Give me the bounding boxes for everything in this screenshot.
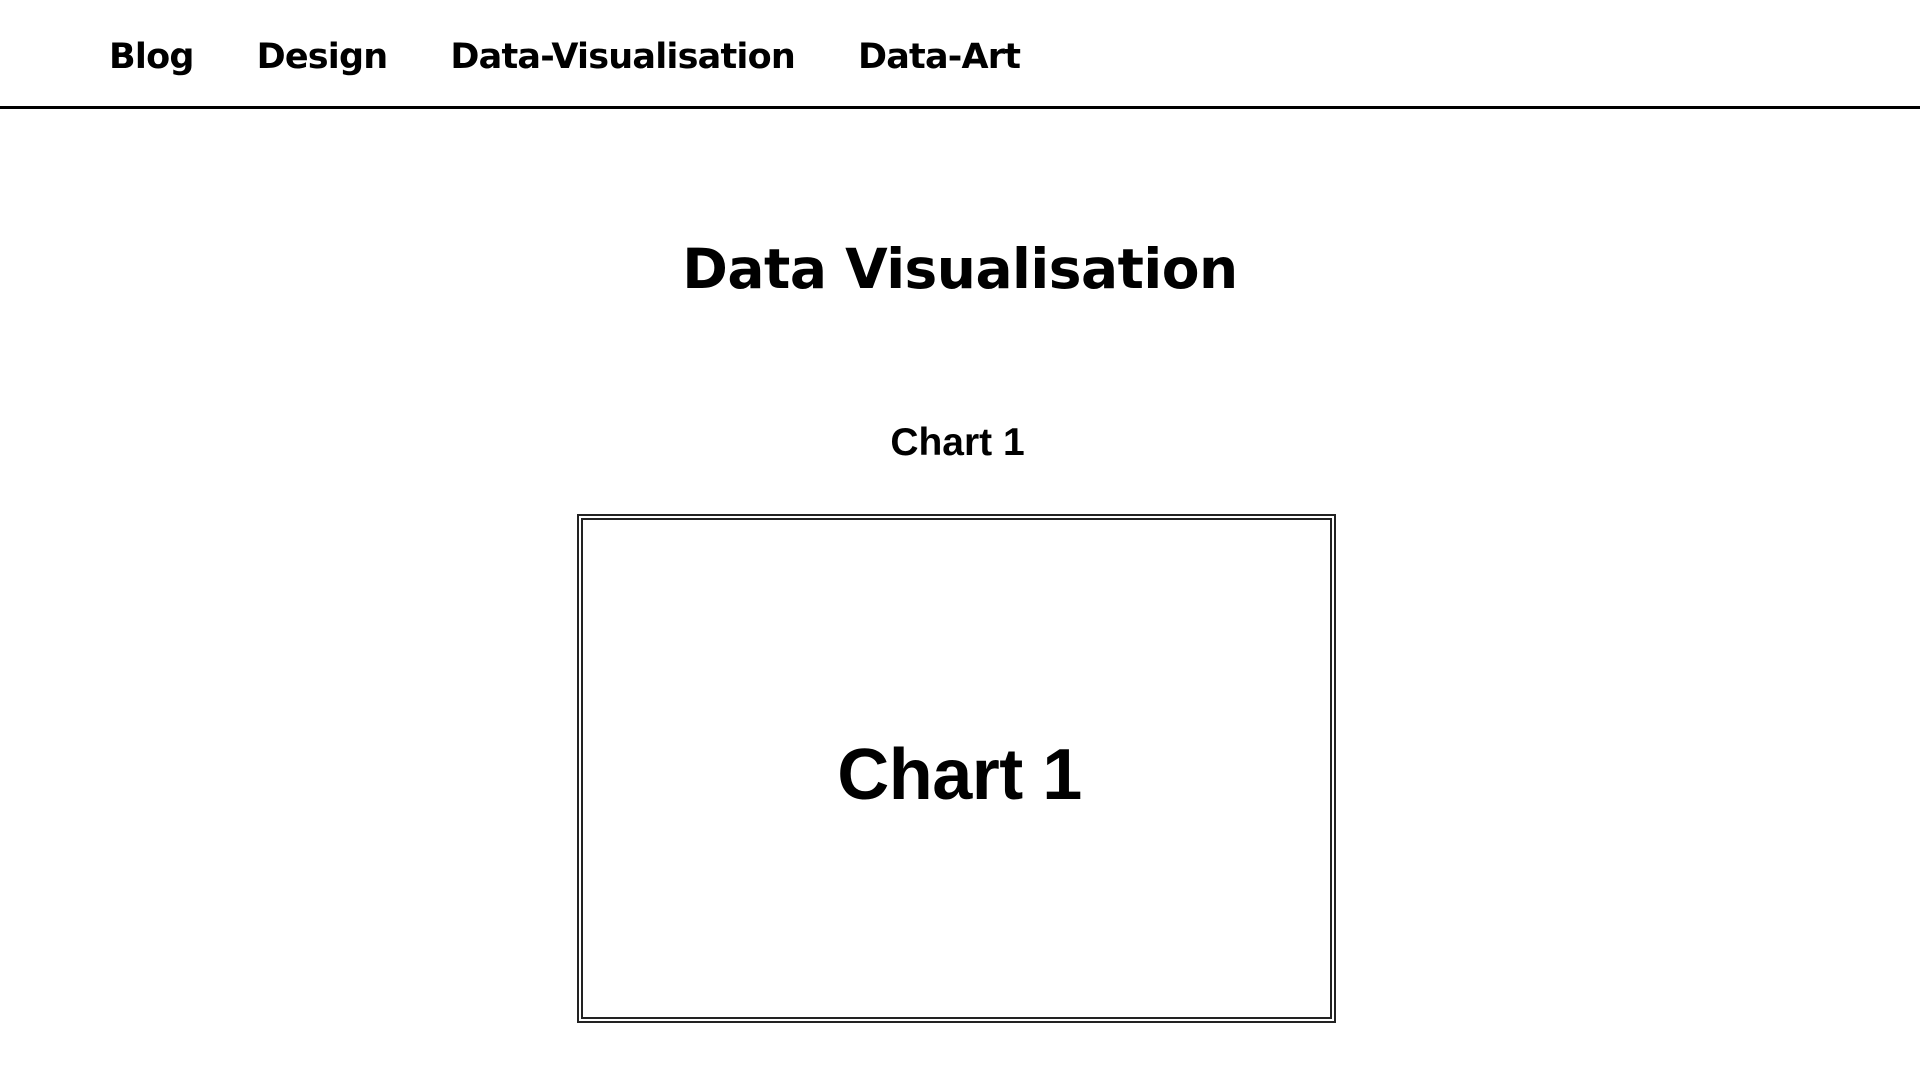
nav-link-blog[interactable]: Blog (109, 37, 194, 77)
nav-link-data-visualisation[interactable]: Data-Visualisation (450, 37, 795, 77)
nav-menu: Blog Design Data-Visualisation Data-Art (109, 34, 1083, 80)
nav-link-design[interactable]: Design (256, 37, 389, 77)
page-title: Data Visualisation (682, 237, 1238, 301)
chart-placeholder-label: Chart 1 (837, 734, 1082, 815)
nav-link-data-art[interactable]: Data-Art (857, 37, 1021, 77)
chart-placeholder: Chart 1 (577, 514, 1336, 1023)
chart-heading: Chart 1 (890, 421, 1025, 464)
top-navigation: Blog Design Data-Visualisation Data-Art (0, 0, 1920, 109)
